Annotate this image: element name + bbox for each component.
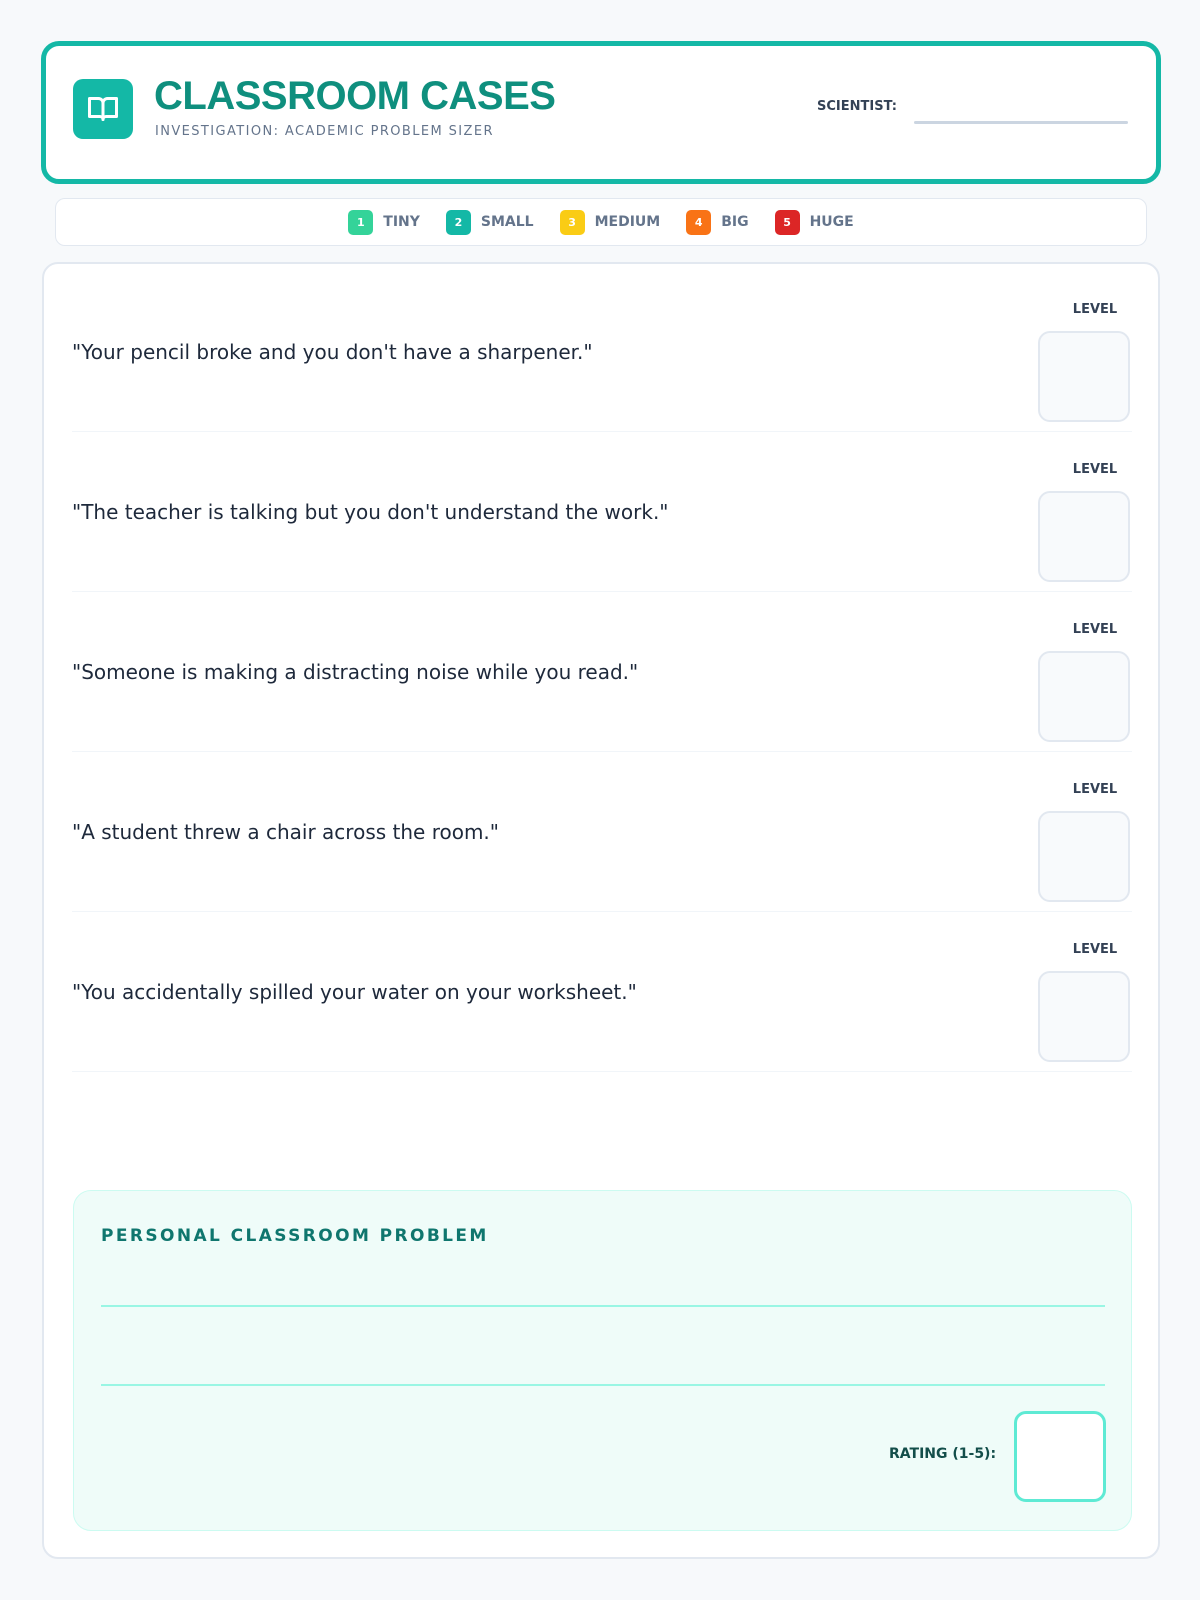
page-subtitle: INVESTIGATION: ACADEMIC PROBLEM SIZER (155, 124, 494, 139)
level-badge: 5 (774, 209, 800, 235)
level-input-box[interactable] (1038, 331, 1130, 422)
legend-item-medium: 3 MEDIUM (559, 209, 661, 235)
case-row: "A student threw a chair across the room… (72, 752, 1132, 912)
level-input-box[interactable] (1038, 811, 1130, 902)
level-label: LEVEL (1072, 302, 1118, 317)
level-badge: 3 (559, 209, 585, 235)
case-text: "The teacher is talking but you don't un… (72, 500, 669, 524)
scientist-label: SCIENTIST: (817, 99, 897, 114)
cases-card: "Your pencil broke and you don't have a … (42, 262, 1160, 1559)
legend-label: BIG (721, 214, 749, 230)
level-input-box[interactable] (1038, 491, 1130, 582)
level-badge: 4 (686, 209, 712, 235)
legend-label: HUGE (809, 214, 854, 230)
level-badge: 1 (348, 209, 374, 235)
personal-problem-title: PERSONAL CLASSROOM PROBLEM (101, 1226, 489, 1246)
book-open-icon (73, 79, 133, 139)
level-badge: 2 (445, 209, 471, 235)
case-row: "You accidentally spilled your water on … (72, 912, 1132, 1072)
case-text: "Your pencil broke and you don't have a … (72, 340, 593, 364)
case-text: "A student threw a chair across the room… (72, 820, 499, 844)
legend-label: SMALL (480, 214, 534, 230)
legend-item-small: 2 SMALL (445, 209, 534, 235)
case-row: "Someone is making a distracting noise w… (72, 592, 1132, 752)
legend-item-big: 4 BIG (686, 209, 749, 235)
page-title: CLASSROOM CASES (154, 74, 556, 118)
legend-item-huge: 5 HUGE (774, 209, 854, 235)
size-legend: 1 TINY 2 SMALL 3 MEDIUM 4 BIG 5 HUGE (55, 198, 1147, 246)
case-text: "You accidentally spilled your water on … (72, 980, 637, 1004)
case-text: "Someone is making a distracting noise w… (72, 660, 639, 684)
legend-label: MEDIUM (594, 214, 661, 230)
rating-label: RATING (1-5): (889, 1446, 997, 1462)
case-row: "Your pencil broke and you don't have a … (72, 272, 1132, 432)
personal-problem-line-2[interactable] (101, 1384, 1105, 1386)
level-label: LEVEL (1072, 942, 1118, 957)
header: CLASSROOM CASES INVESTIGATION: ACADEMIC … (41, 41, 1161, 184)
level-label: LEVEL (1072, 622, 1118, 637)
level-input-box[interactable] (1038, 971, 1130, 1062)
personal-problem-section: PERSONAL CLASSROOM PROBLEM RATING (1-5): (73, 1190, 1132, 1531)
case-row: "The teacher is talking but you don't un… (72, 432, 1132, 592)
level-input-box[interactable] (1038, 651, 1130, 742)
legend-label: TINY (383, 214, 420, 230)
personal-problem-line-1[interactable] (101, 1305, 1105, 1307)
level-label: LEVEL (1072, 462, 1118, 477)
rating-box[interactable] (1014, 1411, 1106, 1502)
scientist-name-field[interactable] (914, 121, 1128, 124)
legend-item-tiny: 1 TINY (348, 209, 420, 235)
level-label: LEVEL (1072, 782, 1118, 797)
